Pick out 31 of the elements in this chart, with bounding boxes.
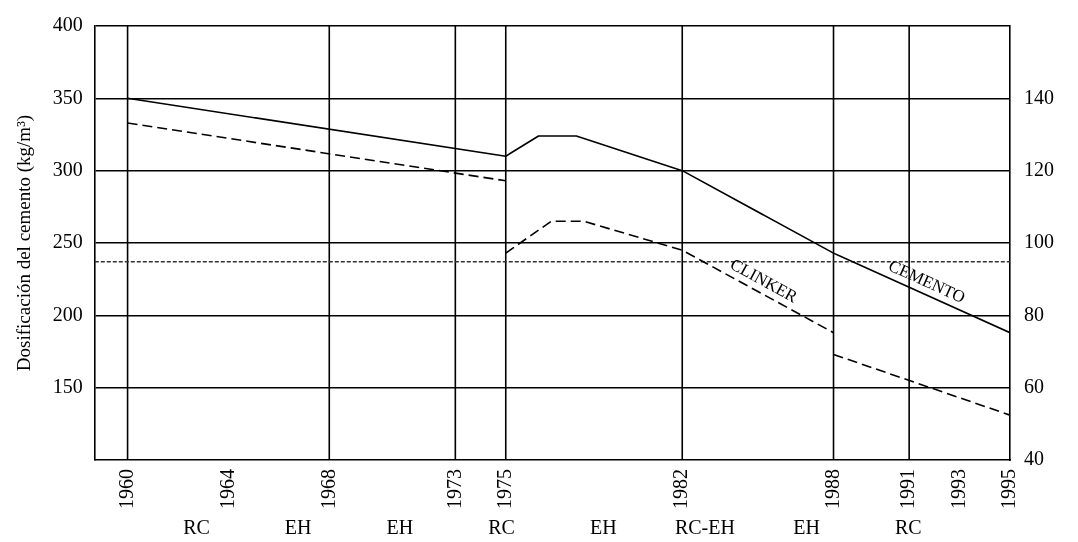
x-tick-label: 1988 xyxy=(820,469,843,509)
y2-tick-label: 140 xyxy=(1024,85,1054,108)
y-axis-title: Dosificación del cemento (kg/m³) xyxy=(13,114,36,372)
x-tick-label: 1975 xyxy=(493,469,516,509)
x-tick-label: 1960 xyxy=(114,469,137,509)
text: EH xyxy=(589,516,617,539)
text: RC xyxy=(894,516,922,539)
y-tick-label: 300 xyxy=(52,157,83,180)
text: RC xyxy=(183,516,210,539)
text: EH xyxy=(793,516,820,539)
text: RC-EH xyxy=(674,516,735,539)
x-tick-label: 1995 xyxy=(997,469,1020,509)
x-tick-label: 1973 xyxy=(442,469,465,509)
y2-tick-label: 100 xyxy=(1024,230,1054,253)
x-tick-label: 1982 xyxy=(669,469,692,509)
y-tick-label: 350 xyxy=(52,85,83,108)
y2-tick-label: 80 xyxy=(1024,302,1044,325)
y2-tick-label: 60 xyxy=(1024,374,1044,397)
x-tick-label: 1964 xyxy=(215,469,238,509)
text: RC xyxy=(488,516,515,539)
y-tick-label: 250 xyxy=(52,230,83,253)
y2-tick-label: 120 xyxy=(1024,157,1054,180)
text: EH xyxy=(284,516,312,539)
x-tick-label: 1968 xyxy=(316,469,339,509)
y-tick-label: 150 xyxy=(52,374,83,397)
y-tick-label: 200 xyxy=(52,302,83,325)
y-tick-label: 400 xyxy=(52,13,83,36)
text: EH xyxy=(386,516,414,539)
x-tick-label: 1993 xyxy=(946,469,969,509)
x-tick-label: 1991 xyxy=(896,469,919,509)
y2-tick-label: 40 xyxy=(1024,447,1044,470)
